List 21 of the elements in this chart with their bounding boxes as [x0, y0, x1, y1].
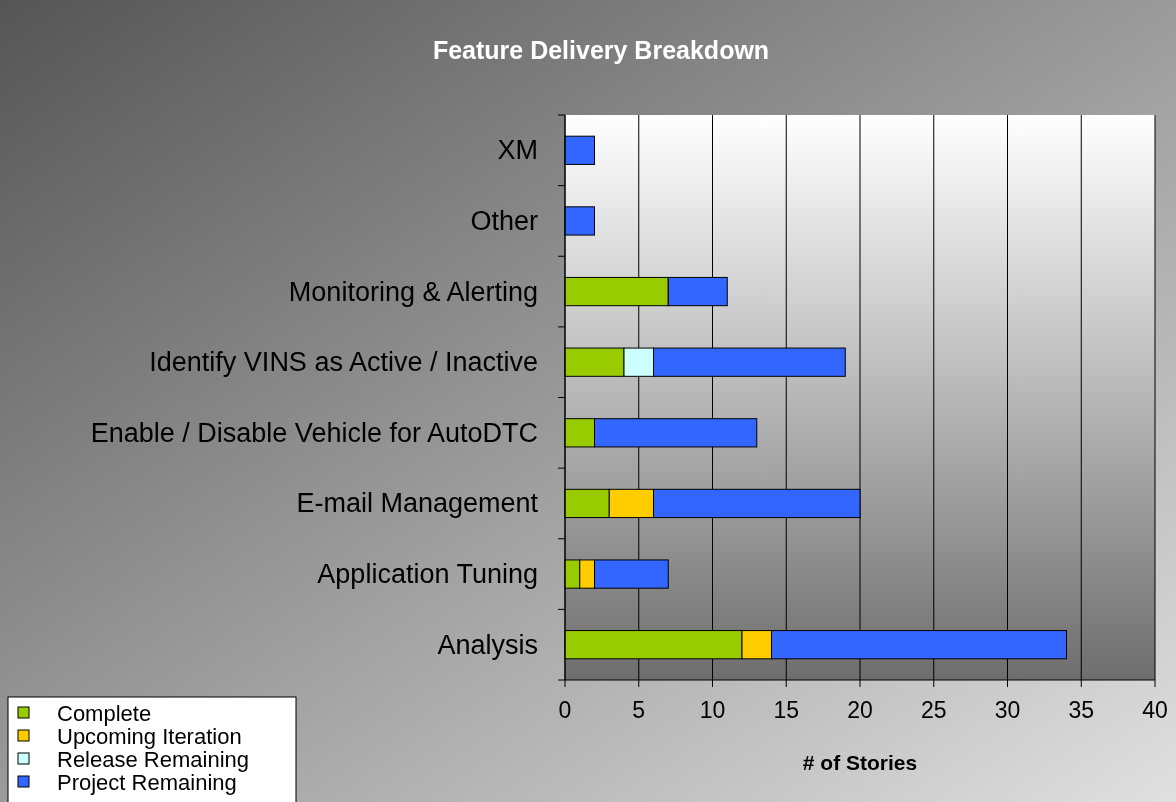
x-tick-label: 40: [1142, 697, 1168, 723]
y-tick-label: E-mail Management: [296, 488, 539, 519]
legend-label: Project Remaining: [57, 769, 237, 795]
x-tick-label: 30: [994, 697, 1021, 723]
x-axis-title: # of Stories: [802, 751, 918, 774]
x-tick-label: 5: [632, 697, 646, 723]
x-tick-label: 25: [920, 697, 947, 723]
y-tick-label: XM: [497, 135, 538, 166]
y-tick-label: Application Tuning: [317, 559, 538, 590]
y-tick-label: Monitoring & Alerting: [288, 276, 538, 307]
x-tick-label: 10: [699, 697, 726, 723]
x-tick-label: 35: [1068, 697, 1095, 723]
legend-label: Complete: [57, 700, 152, 726]
y-tick-label: Identify VINS as Active / Inactive: [149, 347, 538, 378]
y-tick-label: Analysis: [437, 629, 538, 660]
x-tick-label: 0: [558, 697, 572, 723]
x-tick-label: 20: [847, 697, 873, 723]
y-tick-label: Other: [470, 205, 538, 236]
y-tick-label: Enable / Disable Vehicle for AutoDTC: [90, 417, 538, 448]
chart-title: Feature Delivery Breakdown: [432, 36, 770, 64]
x-tick-label: 15: [773, 697, 800, 723]
